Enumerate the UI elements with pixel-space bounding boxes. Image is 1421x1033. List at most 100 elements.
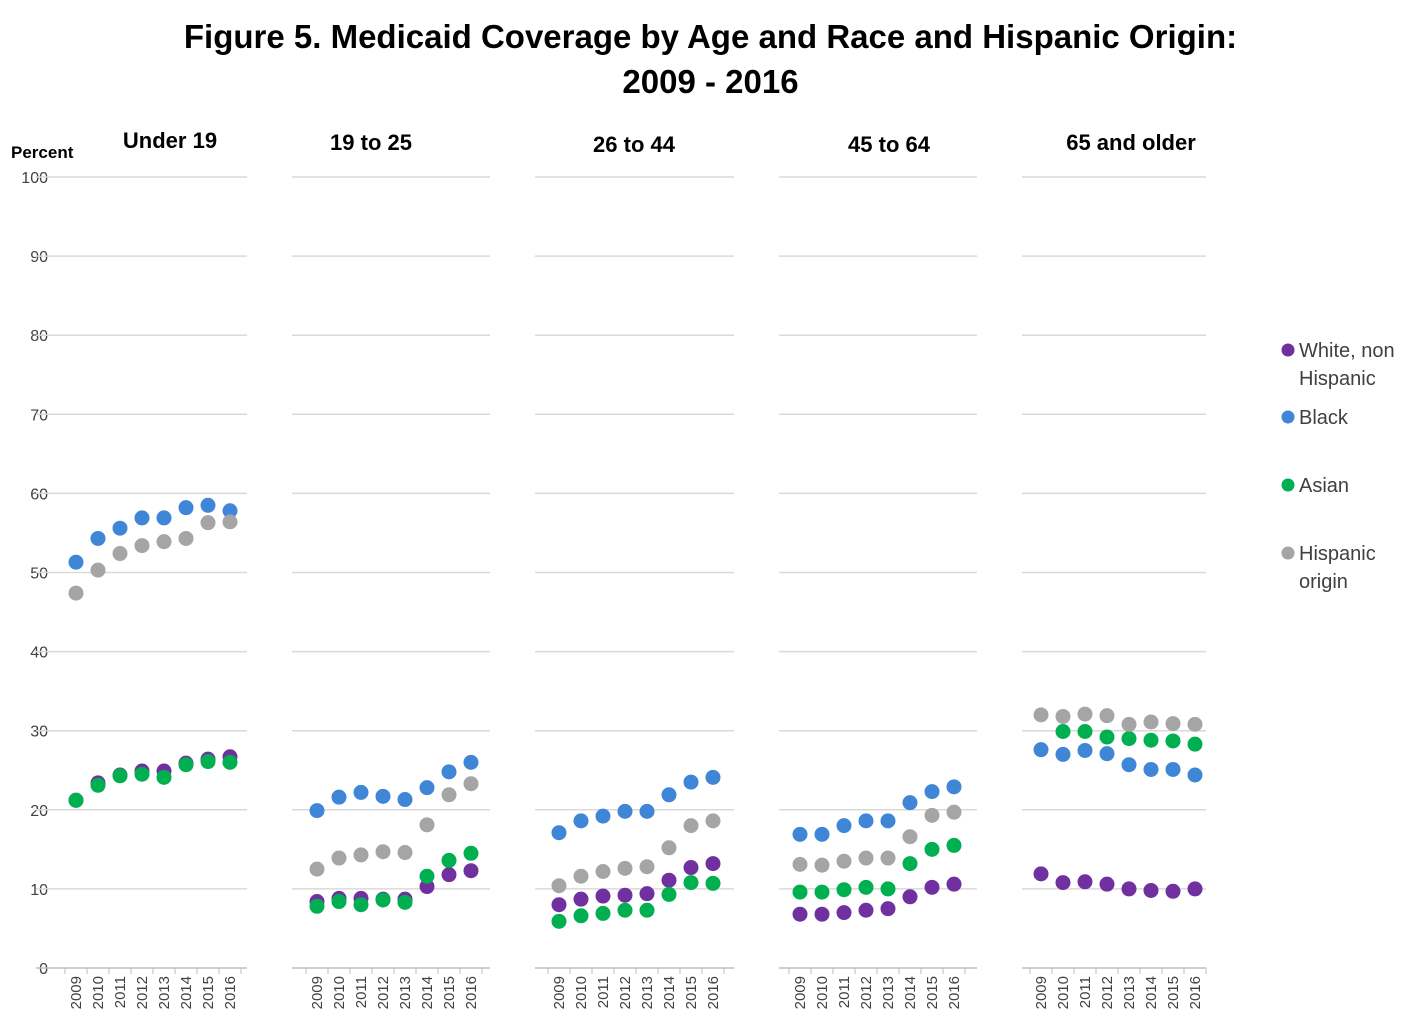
data-point-black (112, 520, 128, 536)
data-point-black (1187, 767, 1203, 783)
data-point-asian (419, 868, 435, 884)
x-tick-label: 2013 (156, 976, 173, 1009)
data-point-black (463, 754, 479, 770)
data-point-black (309, 803, 325, 819)
data-point-asian (792, 884, 808, 900)
data-point-hispanic (68, 585, 84, 601)
data-point-white (419, 879, 435, 895)
data-point-hispanic (463, 776, 479, 792)
x-tick-label: 2015 (683, 976, 700, 1009)
x-tick-label: 2012 (858, 976, 875, 1009)
x-tick-label: 2009 (792, 976, 809, 1009)
y-tick-label: 90 (30, 249, 48, 266)
data-point-black (419, 780, 435, 796)
data-point-black (705, 769, 721, 785)
data-point-hispanic (858, 850, 874, 866)
y-tick-label: 50 (30, 566, 48, 583)
data-point-hispanic (200, 515, 216, 531)
data-point-asian (814, 884, 830, 900)
x-tick-label: 2016 (705, 976, 722, 1009)
data-point-black (353, 784, 369, 800)
x-tick-label: 2011 (836, 976, 853, 1008)
data-point-hispanic (309, 861, 325, 877)
data-point-hispanic (902, 829, 918, 845)
data-point-asian (353, 897, 369, 913)
y-tick-label: 30 (30, 724, 48, 741)
data-point-asian (1143, 732, 1159, 748)
data-point-asian (156, 769, 172, 785)
data-point-asian (1187, 736, 1203, 752)
data-point-black (156, 510, 172, 526)
data-point-black (683, 774, 699, 790)
data-point-white (595, 888, 611, 904)
x-tick-label: 2015 (441, 976, 458, 1009)
data-point-hispanic (1165, 716, 1181, 732)
data-point-hispanic (1055, 708, 1071, 724)
data-point-black (68, 554, 84, 570)
data-point-white (1055, 875, 1071, 891)
y-tick-label: 10 (30, 882, 48, 899)
data-point-white (441, 867, 457, 883)
data-point-hispanic (551, 878, 567, 894)
legend-label-hispanic: origin (1299, 571, 1348, 593)
data-point-asian (397, 894, 413, 910)
data-point-hispanic (683, 818, 699, 834)
x-tick-label: 2010 (90, 976, 107, 1009)
data-point-white (1077, 874, 1093, 890)
data-point-hispanic (375, 844, 391, 860)
data-point-asian (463, 845, 479, 861)
chart-title-line2: 2009 - 2016 (622, 63, 799, 100)
x-tick-label: 2011 (353, 976, 370, 1008)
y-tick-label: 100 (21, 170, 48, 187)
data-point-hispanic (792, 856, 808, 872)
x-tick-label: 2009 (1033, 976, 1050, 1009)
data-point-black (441, 764, 457, 780)
data-point-asian (617, 902, 633, 918)
x-tick-label: 2015 (924, 976, 941, 1009)
data-point-hispanic (617, 860, 633, 876)
data-point-white (639, 886, 655, 902)
data-point-asian (573, 908, 589, 924)
data-point-black (178, 500, 194, 516)
x-tick-label: 2013 (880, 976, 897, 1009)
data-point-hispanic (1121, 716, 1137, 732)
data-point-hispanic (661, 840, 677, 856)
data-point-white (902, 889, 918, 905)
data-point-hispanic (946, 804, 962, 820)
x-tick-label: 2012 (617, 976, 634, 1009)
data-point-asian (1055, 723, 1071, 739)
data-point-asian (90, 777, 106, 793)
data-point-black (617, 803, 633, 819)
y-tick-label: 40 (30, 645, 48, 662)
legend-marker-white (1281, 343, 1295, 357)
data-point-black (1099, 746, 1115, 762)
data-point-asian (309, 898, 325, 914)
data-point-asian (68, 792, 84, 808)
data-point-white (880, 901, 896, 917)
data-point-asian (441, 852, 457, 868)
y-tick-label: 20 (30, 803, 48, 820)
data-point-hispanic (573, 868, 589, 884)
legend-marker-asian (1281, 478, 1295, 492)
data-point-white (814, 906, 830, 922)
data-point-asian (595, 905, 611, 921)
data-point-black (1077, 742, 1093, 758)
legend-label-black: Black (1299, 407, 1349, 429)
data-point-hispanic (90, 562, 106, 578)
x-tick-label: 2010 (814, 976, 831, 1009)
data-point-black (1033, 742, 1049, 758)
data-point-hispanic (397, 845, 413, 861)
data-point-asian (1165, 733, 1181, 749)
data-point-asian (946, 837, 962, 853)
data-point-hispanic (1187, 716, 1203, 732)
legend-label-white: White, non (1299, 340, 1395, 362)
x-tick-label: 2012 (134, 976, 151, 1009)
panel-title: 45 to 64 (848, 132, 931, 157)
data-point-asian (880, 881, 896, 897)
x-tick-label: 2010 (1055, 976, 1072, 1009)
data-point-black (1121, 757, 1137, 773)
data-point-black (1165, 761, 1181, 777)
data-point-asian (222, 754, 238, 770)
panel-title: 26 to 44 (593, 132, 676, 157)
